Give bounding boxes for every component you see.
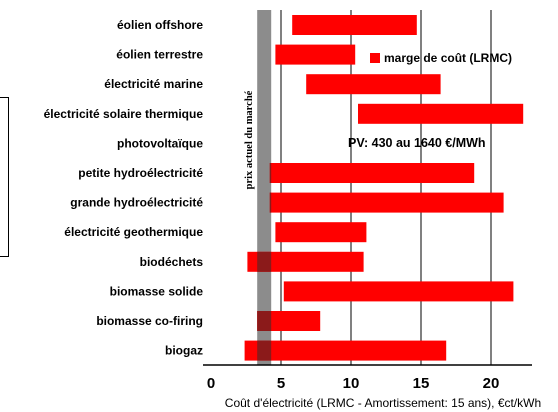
x-tick-label: 15 [413, 375, 430, 392]
category-label: électricité geothermique [64, 225, 203, 239]
category-label: biomasse solide [110, 284, 204, 298]
bars-layer [244, 15, 524, 361]
x-tick-label: 20 [483, 375, 500, 392]
x-axis-title: Coût d'électricité (LRMC - Amortissement… [225, 396, 541, 410]
x-tick-labels: 0 5 10 15 20 [207, 375, 500, 392]
category-label: éolien terrestre [116, 48, 203, 62]
category-label: petite hydroélectricité [78, 166, 203, 180]
range-bar [257, 311, 321, 331]
market-price-band-rect [257, 10, 272, 365]
category-label: biodéchets [140, 255, 204, 269]
range-bar [269, 192, 504, 213]
x-tick-label: 10 [343, 375, 360, 392]
category-label: grande hydroélectricité [70, 196, 203, 210]
band-overlap-layer [257, 163, 272, 361]
range-bar [275, 44, 356, 65]
band-overlap [257, 251, 272, 272]
band-overlap [257, 340, 272, 361]
range-bar [292, 15, 417, 35]
legend-swatch [370, 53, 380, 63]
market-price-band [257, 10, 272, 365]
range-bar [283, 281, 514, 302]
category-labels: éolien offshore éolien terrestre électrici… [44, 18, 204, 358]
category-label: électricité marine [104, 77, 203, 91]
category-label: biomasse co-firing [96, 314, 203, 328]
category-label: biogaz [165, 344, 203, 358]
pv-annotation: PV: 430 au 1640 €/MWh [348, 136, 486, 150]
band-overlap [257, 311, 272, 331]
category-label: électricité solaire thermique [44, 107, 204, 121]
category-group-bracket [0, 97, 9, 257]
legend-label: marge de coût (LRMC) [384, 51, 512, 65]
range-bar [358, 103, 524, 124]
band-overlap [269, 192, 272, 213]
range-bar [275, 222, 367, 243]
range-bar [269, 163, 475, 183]
grid-layer [280, 10, 492, 365]
legend: marge de coût (LRMC) [370, 51, 512, 65]
x-tick-label: 5 [277, 375, 285, 392]
range-bar [244, 340, 447, 361]
market-price-band-label: prix actuel du marché [244, 90, 255, 189]
range-bar [247, 251, 364, 272]
range-bar [306, 74, 441, 95]
category-label: éolien offshore [117, 18, 203, 32]
x-tick-label: 0 [207, 375, 215, 392]
band-overlap [269, 163, 272, 183]
category-label: photovoltaïque [117, 136, 203, 150]
